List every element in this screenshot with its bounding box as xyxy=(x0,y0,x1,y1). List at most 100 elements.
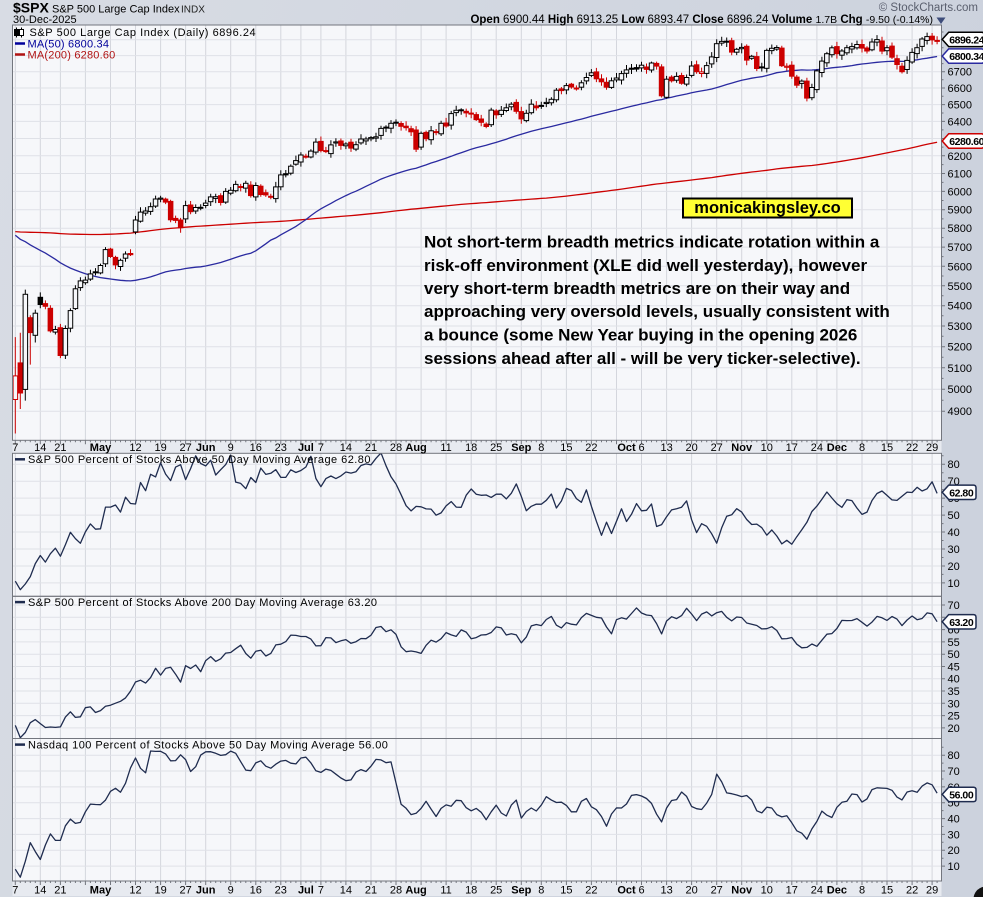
svg-text:21: 21 xyxy=(54,885,66,897)
svg-text:6200: 6200 xyxy=(948,151,972,163)
svg-text:$SPX: $SPX xyxy=(13,0,49,16)
svg-text:Sep: Sep xyxy=(511,442,531,454)
svg-text:S&P 500 Large Cap Index: S&P 500 Large Cap Index xyxy=(52,4,180,16)
svg-text:18: 18 xyxy=(465,885,477,897)
svg-text:27: 27 xyxy=(711,885,723,897)
svg-text:23: 23 xyxy=(275,885,287,897)
svg-text:27: 27 xyxy=(179,885,191,897)
svg-text:5900: 5900 xyxy=(948,205,972,217)
svg-text:14: 14 xyxy=(340,442,352,454)
svg-text:45: 45 xyxy=(948,662,960,674)
svg-text:12: 12 xyxy=(129,442,141,454)
svg-text:30-Dec-2025: 30-Dec-2025 xyxy=(13,14,77,26)
svg-text:5500: 5500 xyxy=(948,281,972,293)
svg-text:20: 20 xyxy=(685,885,697,897)
svg-text:20: 20 xyxy=(685,442,697,454)
svg-text:risk-off environment (XLE did: risk-off environment (XLE did well yeste… xyxy=(424,256,867,275)
svg-text:30: 30 xyxy=(948,829,960,841)
svg-text:17: 17 xyxy=(786,885,798,897)
svg-text:22: 22 xyxy=(906,442,918,454)
svg-text:Sep: Sep xyxy=(511,885,531,897)
svg-text:22: 22 xyxy=(585,442,597,454)
svg-text:62.80: 62.80 xyxy=(949,487,974,499)
svg-text:13: 13 xyxy=(660,885,672,897)
svg-text:10: 10 xyxy=(948,578,960,590)
svg-text:55: 55 xyxy=(948,637,960,649)
svg-text:15: 15 xyxy=(881,885,893,897)
svg-text:13: 13 xyxy=(660,442,672,454)
svg-text:Jul: Jul xyxy=(298,442,314,454)
svg-text:5300: 5300 xyxy=(948,321,972,333)
svg-text:35: 35 xyxy=(948,686,960,698)
svg-text:Not short-term breadth metrics: Not short-term breadth metrics indicate … xyxy=(424,233,880,252)
svg-text:27: 27 xyxy=(179,442,191,454)
svg-text:5600: 5600 xyxy=(948,261,972,273)
svg-text:5100: 5100 xyxy=(948,363,972,375)
svg-text:20: 20 xyxy=(948,723,960,735)
svg-text:9: 9 xyxy=(228,885,234,897)
svg-text:63.20: 63.20 xyxy=(949,617,974,629)
svg-text:7: 7 xyxy=(318,885,324,897)
svg-text:very short-term breadth metric: very short-term breadth metrics are on t… xyxy=(424,279,850,298)
svg-text:24: 24 xyxy=(811,442,823,454)
svg-text:8: 8 xyxy=(859,442,865,454)
svg-text:29: 29 xyxy=(926,885,938,897)
svg-text:INDX: INDX xyxy=(181,5,205,16)
svg-text:21: 21 xyxy=(54,442,66,454)
svg-text:80: 80 xyxy=(948,750,960,762)
svg-text:6700: 6700 xyxy=(948,67,972,79)
svg-text:40: 40 xyxy=(948,814,960,826)
svg-text:56.00: 56.00 xyxy=(949,789,974,801)
svg-text:Nov: Nov xyxy=(731,442,753,454)
svg-text:5400: 5400 xyxy=(948,301,972,313)
svg-text:11: 11 xyxy=(440,442,451,454)
svg-text:MA(200) 6280.60: MA(200) 6280.60 xyxy=(28,50,116,62)
svg-text:6896.24: 6896.24 xyxy=(949,34,983,46)
svg-text:Dec: Dec xyxy=(827,885,847,897)
svg-text:5800: 5800 xyxy=(948,223,972,235)
svg-text:5700: 5700 xyxy=(948,242,972,254)
svg-text:21: 21 xyxy=(365,442,377,454)
svg-text:7: 7 xyxy=(12,442,18,454)
svg-text:6600: 6600 xyxy=(948,83,972,95)
svg-text:22: 22 xyxy=(906,885,918,897)
svg-text:Nov: Nov xyxy=(731,885,753,897)
svg-text:22: 22 xyxy=(585,885,597,897)
svg-text:5200: 5200 xyxy=(948,342,972,354)
svg-text:27: 27 xyxy=(711,442,723,454)
svg-text:6: 6 xyxy=(638,885,644,897)
svg-text:Nasdaq 100 Percent of Stocks A: Nasdaq 100 Percent of Stocks Above 50 Da… xyxy=(28,739,388,751)
svg-text:70: 70 xyxy=(948,766,960,778)
svg-text:6280.60: 6280.60 xyxy=(949,136,983,148)
svg-text:Aug: Aug xyxy=(405,442,426,454)
svg-text:Open 6900.44 High 6913.25 Low: Open 6900.44 High 6913.25 Low 6893.47 Cl… xyxy=(470,14,933,26)
svg-text:approaching very oversold leve: approaching very oversold levels, usuall… xyxy=(424,302,890,321)
svg-text:4900: 4900 xyxy=(948,406,972,418)
svg-text:© StockCharts.com: © StockCharts.com xyxy=(879,2,978,14)
svg-text:29: 29 xyxy=(926,442,938,454)
svg-text:7: 7 xyxy=(318,442,324,454)
svg-text:Oct: Oct xyxy=(617,885,636,897)
svg-text:28: 28 xyxy=(390,885,402,897)
svg-text:23: 23 xyxy=(275,442,287,454)
svg-text:6: 6 xyxy=(638,442,644,454)
svg-text:80: 80 xyxy=(948,459,960,471)
svg-text:40: 40 xyxy=(948,674,960,686)
svg-text:6000: 6000 xyxy=(948,186,972,198)
svg-text:17: 17 xyxy=(786,442,798,454)
svg-text:28: 28 xyxy=(390,442,402,454)
svg-text:19: 19 xyxy=(154,885,166,897)
svg-text:5000: 5000 xyxy=(948,384,972,396)
svg-text:May: May xyxy=(90,885,112,897)
svg-text:20: 20 xyxy=(948,845,960,857)
svg-text:16: 16 xyxy=(250,885,262,897)
svg-text:50: 50 xyxy=(948,649,960,661)
svg-text:7: 7 xyxy=(12,885,18,897)
svg-text:70: 70 xyxy=(948,600,960,612)
svg-text:Jul: Jul xyxy=(298,885,314,897)
svg-text:sessions ahead after all - wil: sessions ahead after all - will be very … xyxy=(424,349,861,368)
svg-text:21: 21 xyxy=(365,885,377,897)
svg-text:19: 19 xyxy=(154,442,166,454)
svg-text:16: 16 xyxy=(250,442,262,454)
svg-text:May: May xyxy=(90,442,112,454)
